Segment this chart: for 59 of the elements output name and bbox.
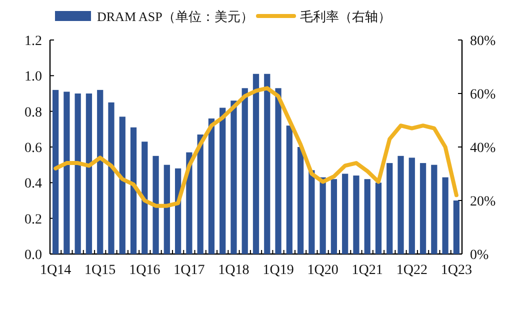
legend-label: DRAM ASP（单位：美元） (97, 9, 254, 24)
x-tick-label: 1Q18 (218, 263, 250, 278)
bar (308, 170, 315, 254)
x-tick-label: 1Q15 (84, 263, 116, 278)
x-tick-label: 1Q23 (440, 263, 472, 278)
bar (386, 163, 393, 254)
bar (353, 176, 360, 254)
x-tick-label: 1Q19 (262, 263, 294, 278)
bar (364, 179, 370, 254)
bar (286, 126, 292, 254)
bar (64, 92, 70, 254)
bar (431, 164, 438, 254)
x-tick-label: 1Q14 (40, 263, 72, 278)
bar (86, 94, 92, 254)
x-tick-label: 1Q22 (396, 263, 428, 278)
y2-tick-label: 0% (470, 248, 489, 263)
bar (130, 127, 137, 254)
x-tick-label: 1Q21 (352, 263, 383, 278)
legend-label: 毛利率（右轴） (300, 9, 391, 24)
y-tick-label: 1.0 (24, 70, 42, 85)
y2-tick-label: 40% (470, 141, 496, 156)
bar (375, 182, 382, 254)
bar (330, 179, 338, 254)
x-tick-label: 1Q16 (129, 263, 160, 278)
x-tick-label: 1Q20 (307, 263, 338, 278)
y2-tick-label: 60% (470, 88, 496, 102)
bar (420, 163, 426, 254)
bar (442, 177, 448, 254)
bar (408, 158, 415, 254)
y2-tick-label: 80% (470, 34, 496, 49)
bar (320, 177, 326, 254)
bar (342, 174, 348, 254)
y-tick-label: 0.8 (24, 105, 42, 120)
bar (275, 88, 282, 254)
bar (220, 108, 226, 254)
bar (230, 100, 237, 254)
bar (197, 134, 204, 254)
bar (208, 118, 215, 254)
bar (97, 90, 104, 254)
bar (74, 94, 81, 254)
bar (142, 142, 148, 254)
bar (152, 156, 159, 254)
bar (164, 164, 170, 254)
y-tick-label: 0.4 (24, 176, 42, 192)
bar (242, 88, 248, 254)
bar (108, 102, 114, 254)
y-tick-label: 0.0 (24, 248, 42, 263)
bar (453, 200, 460, 254)
bar (264, 74, 270, 254)
x-tick-label: 1Q17 (174, 263, 205, 278)
bar (398, 156, 404, 254)
y2-tick-label: 20% (470, 194, 496, 210)
y-tick-label: 0.2 (24, 212, 42, 228)
bar (297, 147, 304, 254)
bar (52, 90, 59, 254)
bar (252, 74, 260, 254)
y-tick-label: 1.2 (24, 34, 42, 49)
bar (119, 116, 126, 254)
y-tick-label: 0.6 (24, 141, 42, 156)
